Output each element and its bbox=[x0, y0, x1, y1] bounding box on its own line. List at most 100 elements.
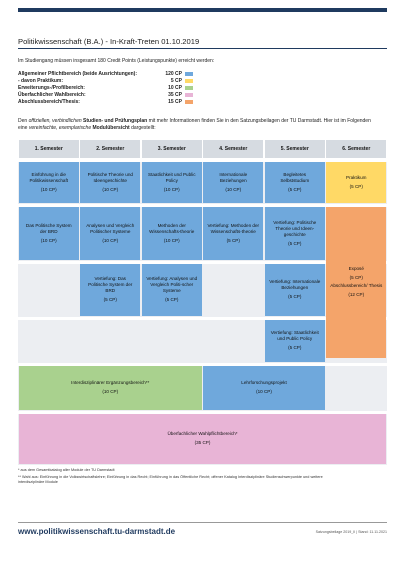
summary-label: Überfachlicher Wahlbereich: bbox=[18, 92, 86, 98]
cell-text: (10 CP) bbox=[40, 237, 57, 243]
cell-text: (10 CP) bbox=[163, 237, 180, 243]
module-cell: Internationale Beziehungen (10 CP) bbox=[203, 162, 264, 203]
cell-text: Interdisziplinärer Ergänzungsbereich** bbox=[71, 380, 150, 386]
module-cell: Politische Theorie und Ideengeschichte (1… bbox=[80, 162, 141, 203]
notice: Den offiziellen, verbindlichen Studien- … bbox=[18, 118, 378, 132]
summary-swatch bbox=[185, 86, 193, 90]
module-cell: Vertiefung: Internationale Beziehungen (5… bbox=[264, 264, 325, 316]
cell-text: Methoden der Wissenschafts-theorie bbox=[149, 222, 195, 234]
cell-text: (5 CP) bbox=[103, 297, 117, 303]
cell-text: (5 CP) bbox=[165, 297, 179, 303]
cell-text: Das Politische System der BRD bbox=[25, 222, 72, 234]
summary-value: 120 CP bbox=[165, 71, 182, 77]
empty-cell bbox=[202, 264, 264, 317]
empty-cell bbox=[202, 320, 264, 363]
summary-label: Erweiterungs-/Profilbereich: bbox=[18, 85, 85, 91]
summary-value: 15 CP bbox=[168, 99, 182, 105]
column-header: 5. Semester bbox=[264, 140, 325, 158]
cell-text: Vertiefung: Das Politische System der BR… bbox=[88, 276, 133, 294]
module-cell: Vertiefung: Politische Theorie und Ideen… bbox=[264, 207, 325, 260]
notice-text: mit mehr Informationen finden Sie in den… bbox=[18, 118, 371, 131]
module-cell: Lehrforschungsprojekt (10 CP) bbox=[203, 366, 325, 410]
module-cell: Staatlichkeit und Public Policy (10 CP) bbox=[141, 162, 202, 203]
summary-intro: Im Studiengang müssen insgesamt 180 Cred… bbox=[18, 58, 215, 64]
cell-text: (12 CP) bbox=[348, 292, 365, 298]
cell-text: (5 CP) bbox=[349, 275, 363, 281]
empty-cell bbox=[325, 366, 387, 411]
cell-text: (5 CP) bbox=[288, 294, 302, 300]
cell-text: (5 CP) bbox=[288, 345, 302, 351]
top-bar bbox=[18, 8, 387, 12]
cell-text: (5 CP) bbox=[349, 183, 363, 189]
cell-text: Analysen und Vergleich Politischer Syste… bbox=[86, 222, 135, 234]
notice-text: Studien- und Prüfungsplan bbox=[81, 118, 148, 124]
summary-swatch bbox=[185, 100, 193, 104]
cell-text: Vertiefung: Staatlichkeit und Public Pol… bbox=[270, 330, 319, 342]
empty-cell bbox=[79, 320, 141, 363]
cell-text: Exposé bbox=[348, 266, 364, 272]
cell-text: (10 CP) bbox=[102, 237, 119, 243]
cell-text: Internationale Beziehungen bbox=[219, 171, 248, 183]
footer-rule bbox=[18, 522, 387, 523]
module-cell: Begleitetes Selbststudium (5 CP) bbox=[264, 162, 325, 203]
footer-url: www.politikwissenschaft.tu-darmstadt.de bbox=[18, 527, 176, 536]
module-cell: Einführung in die Politikwissenschaft (10… bbox=[18, 162, 79, 203]
empty-cell bbox=[18, 320, 80, 363]
module-cell: Vertiefung: Das Politische System der BR… bbox=[80, 264, 141, 316]
empty-cell bbox=[141, 320, 203, 363]
footnote: * aus dem Gesamtkatalog aller Module der… bbox=[18, 468, 115, 472]
summary-value: 5 CP bbox=[170, 78, 182, 84]
cell-text: (5 CP) bbox=[226, 237, 240, 243]
module-cell: Das Politische System der BRD (10 CP) bbox=[18, 207, 79, 260]
cell-text: (5 CP) bbox=[288, 186, 302, 192]
module-cell: Überfachlicher Wahlpflichtbereich* (35 CP… bbox=[18, 414, 387, 464]
title-rule bbox=[18, 48, 387, 49]
cell-text: (10 CP) bbox=[40, 186, 57, 192]
cell-text: Einführung in die Politikwissenschaft bbox=[29, 171, 69, 183]
summary-label: Allgemeiner Pflichtbereich (beide Ausric… bbox=[18, 71, 137, 77]
notice-text: vereinfachte, exemplarische bbox=[28, 125, 92, 131]
cell-text: Überfachlicher Wahlpflichtbereich* bbox=[167, 431, 238, 437]
cell-text: (5 CP) bbox=[288, 240, 302, 246]
module-cell: Interdisziplinärer Ergänzungsbereich** (1… bbox=[18, 366, 202, 410]
summary-label: - davon Praktikum: bbox=[18, 78, 64, 84]
summary-swatch bbox=[185, 79, 193, 83]
footer-meta: Satzungsbeilage 2019_II | Stand: 11.11.2… bbox=[315, 530, 387, 534]
cell-text: Abschlussbereich/ Thesis bbox=[330, 283, 383, 289]
cell-text: Politische Theorie und Ideengeschichte bbox=[87, 171, 133, 183]
summary-value: 10 CP bbox=[168, 85, 182, 91]
module-cell: Analysen und Vergleich Politischer Syste… bbox=[80, 207, 141, 260]
cell-text: Vertiefung: Internationale Beziehungen bbox=[269, 279, 321, 291]
cell-text: (10 CP) bbox=[256, 389, 272, 395]
summary-swatch bbox=[185, 93, 193, 97]
cell-text: Begleitetes Selbststudium bbox=[280, 171, 310, 183]
module-cell: Praktikum (5 CP) bbox=[326, 162, 387, 203]
column-header: 4. Semester bbox=[203, 140, 264, 158]
cell-text: Vertiefung: Politische Theorie und Ideen… bbox=[273, 219, 317, 237]
cell-text: Praktikum bbox=[346, 174, 367, 180]
summary-value: 35 CP bbox=[168, 92, 182, 98]
cell-text: Vertiefung: Analysen und Vergleich Polit… bbox=[146, 276, 198, 294]
module-cell: Vertiefung: Staatlichkeit und Public Pol… bbox=[264, 320, 325, 362]
page-title: Politikwissenschaft (B.A.) - In-Kraft-Tr… bbox=[18, 37, 200, 46]
summary-swatch bbox=[185, 72, 193, 76]
cell-text: Lehrforschungsprojekt bbox=[241, 380, 287, 386]
column-header: 2. Semester bbox=[80, 140, 141, 158]
footnote: ** Wahl aus: Einführung in die Volkswirt… bbox=[18, 475, 323, 484]
cell-text: (10 CP) bbox=[225, 186, 242, 192]
column-header: 6. Semester bbox=[326, 140, 387, 158]
column-header: 1. Semester bbox=[18, 140, 79, 158]
cell-text: (10 CP) bbox=[102, 389, 119, 395]
cell-text: (10 CP) bbox=[163, 186, 180, 192]
notice-text: Den bbox=[18, 118, 29, 124]
empty-cell bbox=[18, 264, 80, 317]
module-cell: Vertiefung: Analysen und Vergleich Polit… bbox=[141, 264, 202, 316]
summary-label: Abschlussbereich/Thesis: bbox=[18, 99, 80, 105]
cell-text: Vertiefung: Methoden der Wissenschafts-t… bbox=[207, 222, 260, 234]
cell-text: (35 CP) bbox=[194, 440, 211, 446]
column-header: 3. Semester bbox=[141, 140, 202, 158]
module-cell: Methoden der Wissenschafts-theorie (10 CP… bbox=[141, 207, 202, 260]
module-cell: Exposé (5 CP) Abschlussbereich/ Thesis (12 … bbox=[326, 207, 387, 358]
module-cell: Vertiefung: Methoden der Wissenschafts-t… bbox=[203, 207, 264, 260]
